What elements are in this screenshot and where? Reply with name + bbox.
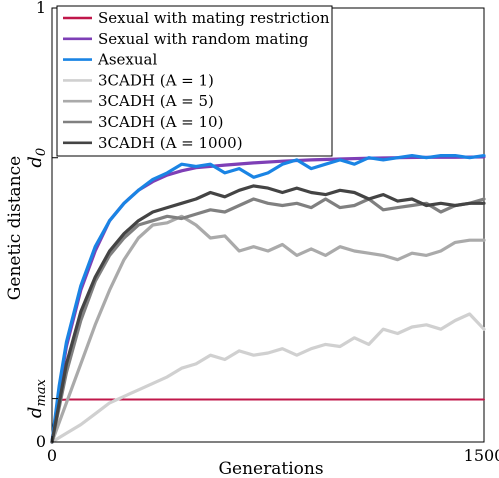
x-tick-label-1: 0 bbox=[47, 446, 57, 465]
y-tick-label-1: 0 bbox=[36, 432, 46, 451]
x-axis-label: Generations bbox=[218, 459, 323, 478]
legend-label-7: 3CADH (A = 1000) bbox=[98, 134, 243, 152]
y-tick-label-3: d0 bbox=[25, 148, 49, 168]
series-line-6 bbox=[50, 197, 486, 444]
legend-label-2: Sexual with random mating bbox=[98, 30, 309, 48]
legend-box bbox=[56, 5, 333, 157]
series-line-4 bbox=[50, 312, 486, 444]
legend-label-6: 3CADH (A = 10) bbox=[98, 113, 223, 131]
y-tick-label-2: dmax bbox=[25, 378, 49, 418]
legend-label-5: 3CADH (A = 5) bbox=[98, 92, 214, 110]
legend-label-4: 3CADH (A = 1) bbox=[98, 71, 214, 89]
legend: Sexual with mating restriction Sexual wit… bbox=[56, 5, 333, 157]
legend-label-3: Asexual bbox=[97, 51, 157, 69]
series-layer bbox=[50, 154, 486, 444]
series-line-3 bbox=[50, 154, 486, 444]
y-axis-label: Genetic distance bbox=[5, 156, 25, 300]
legend-label-1: Sexual with mating restriction bbox=[98, 9, 330, 27]
series-line-7 bbox=[50, 184, 486, 444]
y-tick-label-4: 1 bbox=[36, 0, 46, 17]
series-line-5 bbox=[50, 214, 486, 444]
